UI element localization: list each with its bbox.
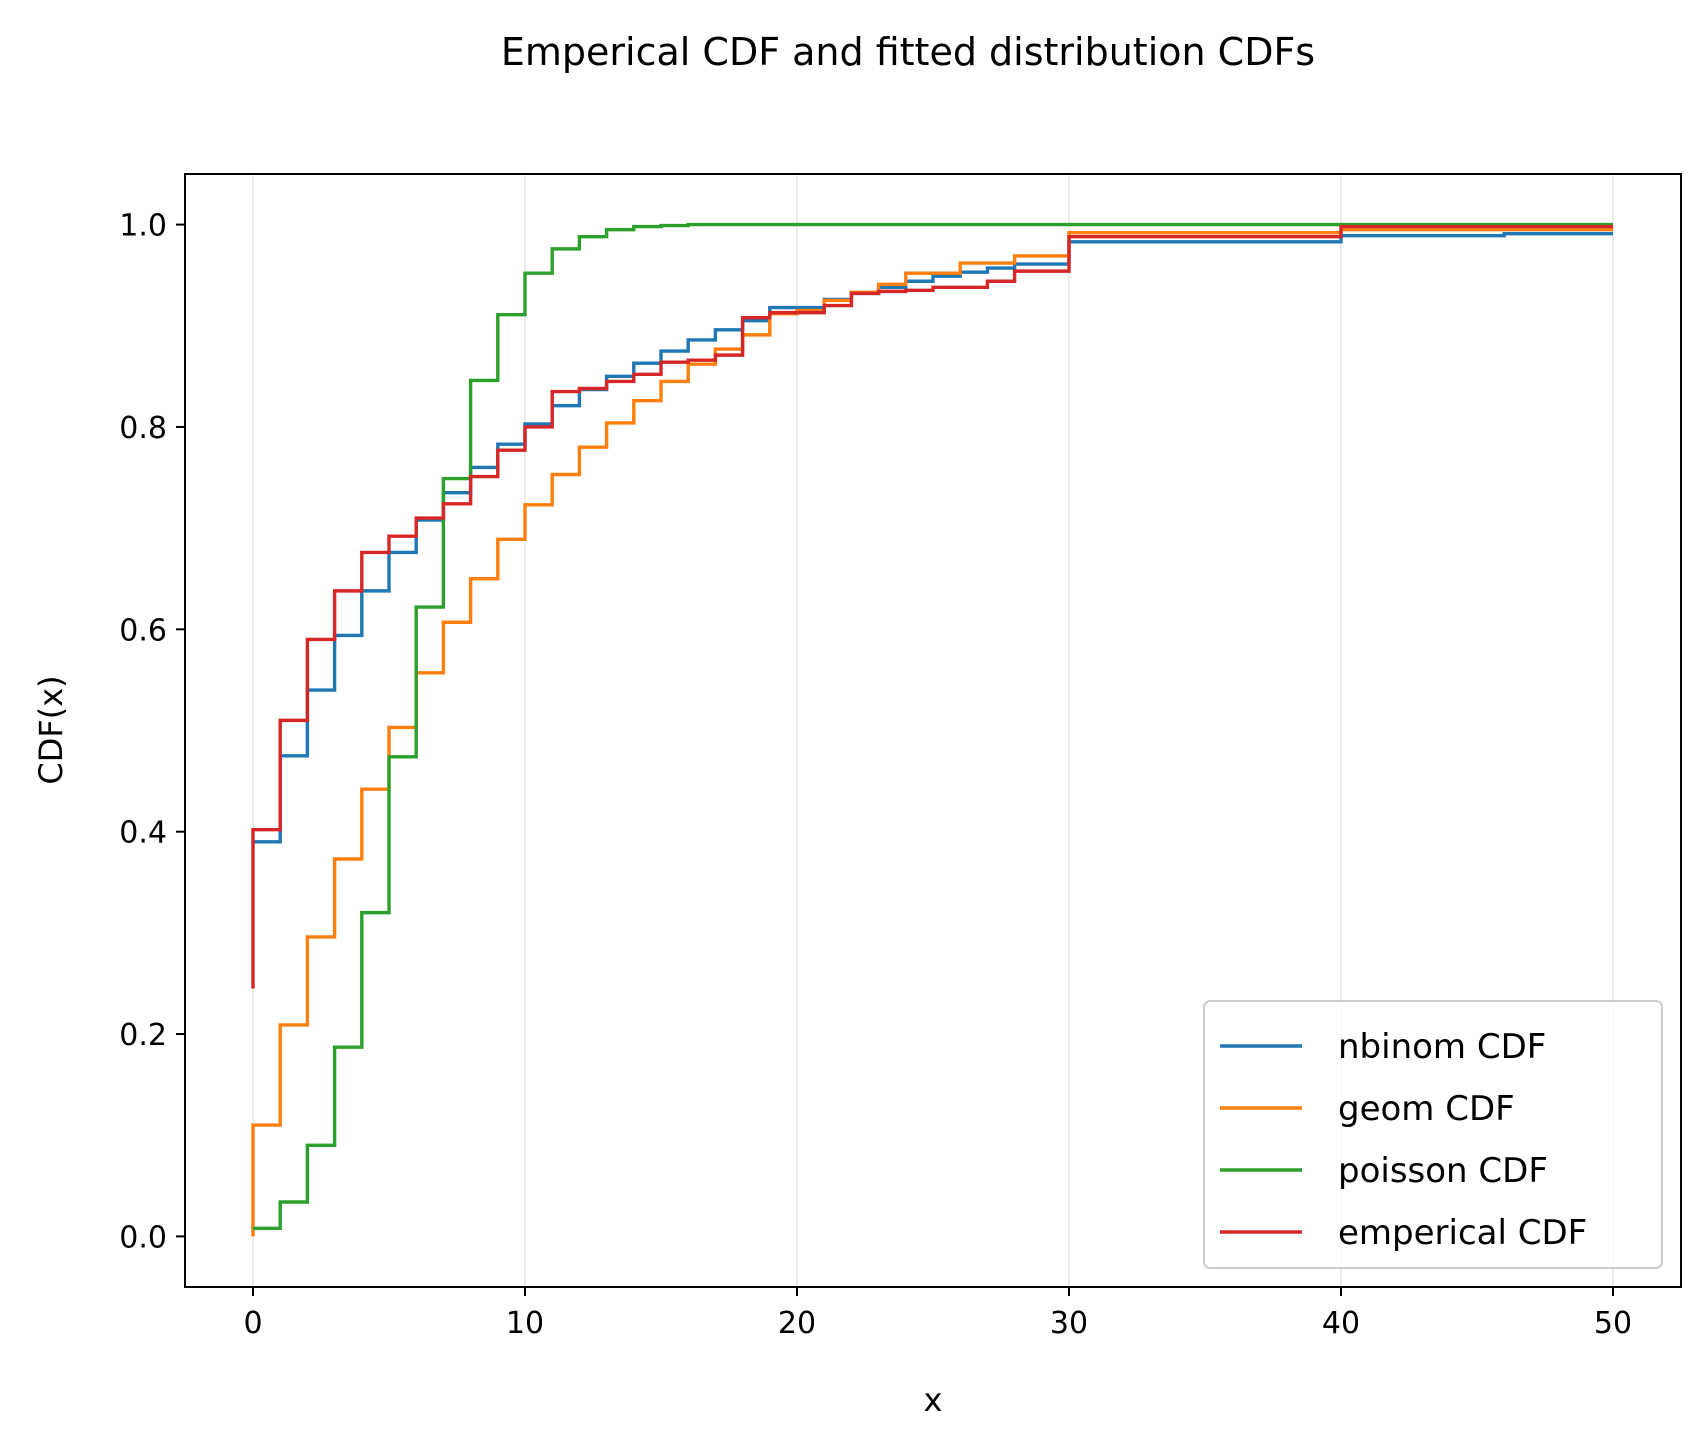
legend-label: geom CDF xyxy=(1338,1089,1515,1129)
plot-frame xyxy=(184,173,1682,1288)
y-axis: 0.0 0.2 0.4 0.6 0.8 1.0 xyxy=(119,209,185,1255)
x-axis-label: x xyxy=(924,1381,943,1419)
chart-title: Emperical CDF and fitted distribution CD… xyxy=(501,30,1315,74)
legend-label: poisson CDF xyxy=(1338,1151,1548,1191)
x-tick-label: 40 xyxy=(1322,1306,1360,1341)
series-line-0 xyxy=(253,232,1613,844)
x-tick-label: 30 xyxy=(1050,1306,1088,1341)
x-tick-label: 50 xyxy=(1594,1306,1632,1341)
y-tick-label: 0.4 xyxy=(119,816,167,851)
legend-label: nbinom CDF xyxy=(1338,1027,1546,1067)
y-tick-label: 0.0 xyxy=(119,1220,167,1255)
x-axis: 0 10 20 30 40 50 xyxy=(243,1287,1632,1341)
x-tick-label: 0 xyxy=(243,1306,262,1341)
y-tick-label: 0.8 xyxy=(119,411,167,446)
y-axis-label: CDF(x) xyxy=(32,675,70,784)
legend-box xyxy=(1203,1000,1663,1269)
x-tick-label: 20 xyxy=(778,1306,816,1341)
x-tick-label: 10 xyxy=(506,1306,544,1341)
series-line-3 xyxy=(251,224,1613,989)
y-tick-label: 0.2 xyxy=(119,1018,167,1053)
series-line-2 xyxy=(253,222,1613,1231)
legend: nbinom CDF geom CDF poisson CDF emperical C… xyxy=(1203,1000,1663,1269)
y-tick-label: 1.0 xyxy=(119,209,167,244)
y-tick-label: 0.6 xyxy=(119,613,167,648)
legend-label: emperical CDF xyxy=(1338,1213,1587,1253)
series-lines xyxy=(251,222,1613,1237)
